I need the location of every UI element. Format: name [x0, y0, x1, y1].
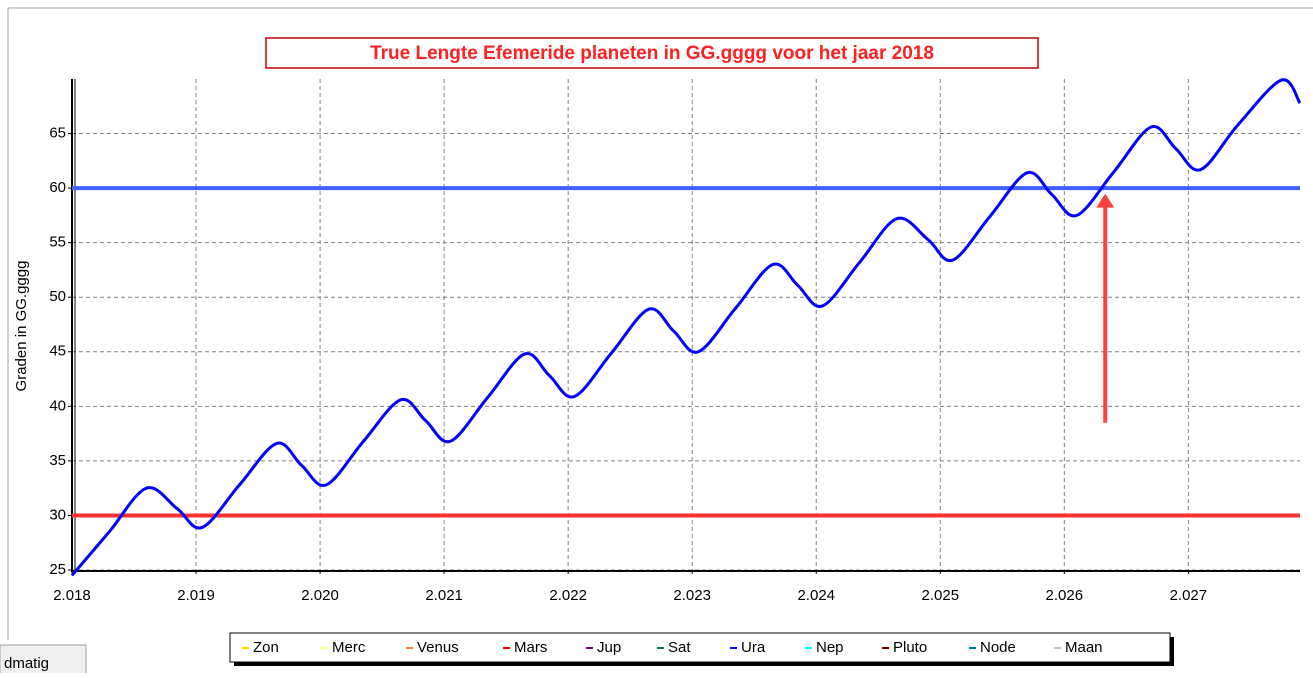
arrow-head: [1096, 193, 1115, 208]
title-box: [265, 37, 1039, 69]
x-tick-label: 2.024: [797, 587, 835, 604]
y-tick-label: 45: [49, 343, 66, 360]
y-tick-label: 40: [49, 397, 66, 414]
legend-label: Node: [980, 639, 1016, 656]
y-tick-label: 55: [49, 234, 66, 251]
legend-label: Mars: [514, 639, 547, 656]
series-line: [70, 78, 1302, 577]
y-tick-label: 50: [49, 288, 66, 305]
y-tick-label: 60: [49, 179, 66, 196]
x-tick-label: 2.022: [549, 587, 587, 604]
y-tick-label: 30: [49, 506, 66, 523]
y-axis-label: Graden in GG.gggg: [13, 261, 30, 392]
legend-label: Sat: [668, 639, 691, 656]
x-tick-label: 2.026: [1046, 587, 1084, 604]
chart-title: True Lengte Efemeride planeten in GG.ggg…: [370, 43, 934, 64]
legend-box: [229, 632, 1171, 663]
x-tick-label: 2.027: [1170, 587, 1208, 604]
legend-label: Ura: [741, 639, 766, 656]
tab[interactable]: [0, 644, 87, 676]
y-tick-label: 25: [49, 561, 66, 578]
y-tick-label: 35: [49, 452, 66, 469]
legend-label: Jup: [597, 639, 621, 656]
legend-label: Nep: [816, 639, 844, 656]
legend-label: Zon: [253, 639, 279, 656]
legend-label: Merc: [332, 639, 366, 656]
x-tick-label: 2.020: [301, 587, 339, 604]
x-tick-label: 2.025: [922, 587, 960, 604]
x-tick-label: 2.019: [177, 587, 215, 604]
legend-label: Pluto: [893, 639, 927, 656]
x-tick-label: 2.021: [425, 587, 463, 604]
legend-label: Venus: [417, 639, 459, 656]
x-tick-label: 2.018: [53, 587, 91, 604]
legend-label: Maan: [1065, 639, 1103, 656]
y-tick-label: 65: [49, 125, 66, 142]
tab-label[interactable]: dmatig: [4, 655, 49, 672]
x-tick-label: 2.023: [673, 587, 711, 604]
